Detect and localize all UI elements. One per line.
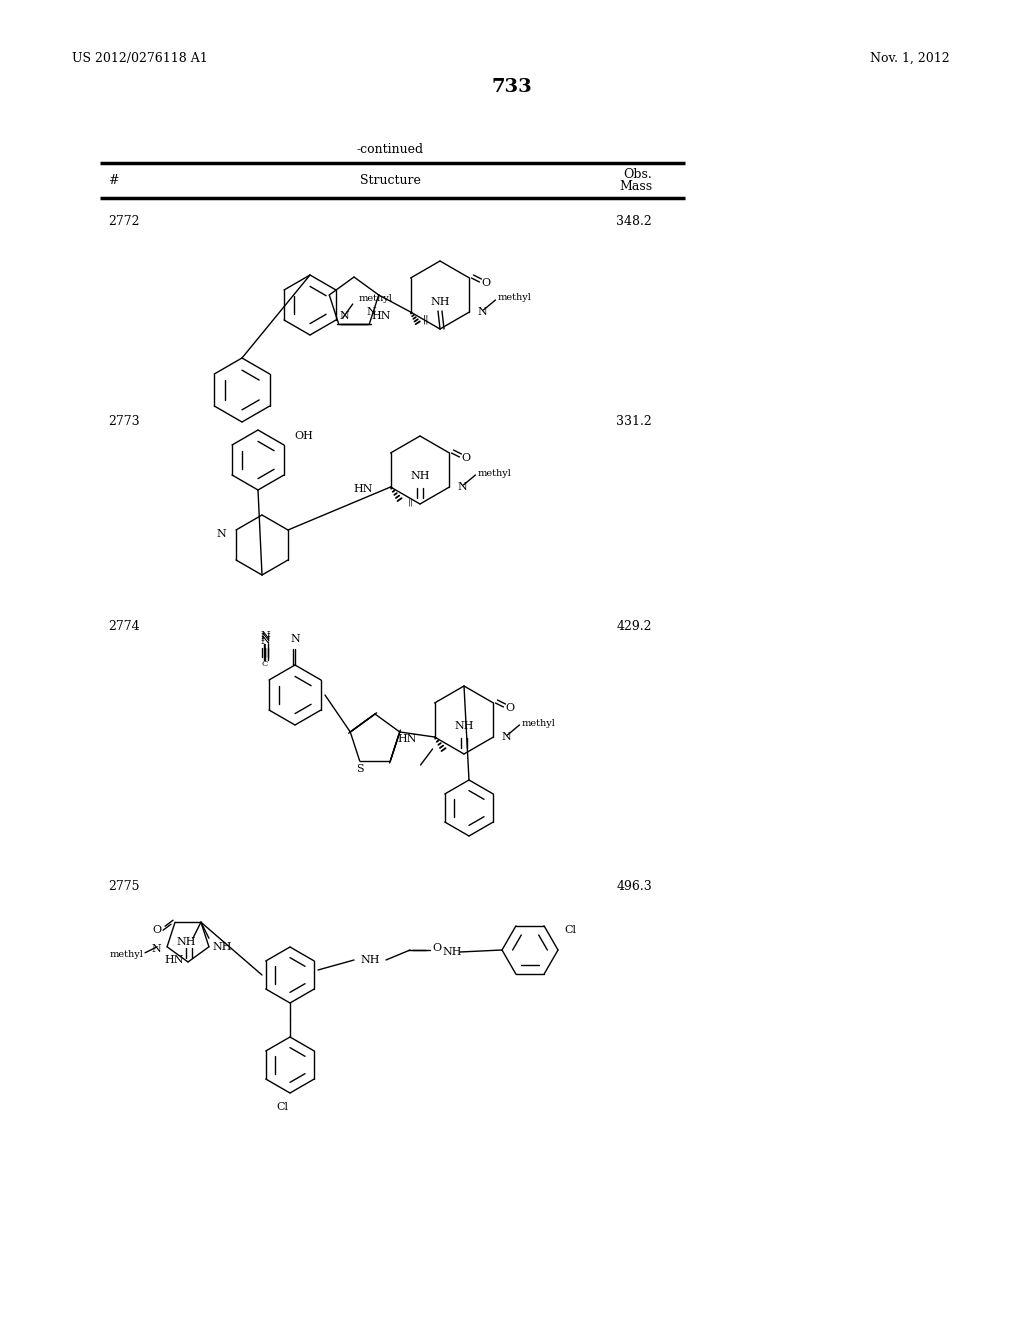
- Text: 496.3: 496.3: [616, 880, 652, 894]
- Text: 2775: 2775: [108, 880, 139, 894]
- Text: methyl: methyl: [498, 293, 531, 302]
- Text: 429.2: 429.2: [616, 620, 652, 634]
- Text: O: O: [506, 704, 515, 713]
- Text: N: N: [340, 312, 349, 321]
- Text: 2772: 2772: [108, 215, 139, 228]
- Text: N: N: [477, 308, 487, 317]
- Text: methyl: methyl: [110, 950, 143, 960]
- Text: NH: NH: [430, 297, 450, 308]
- Text: |: |: [263, 651, 266, 661]
- Text: Cl: Cl: [564, 925, 575, 935]
- Text: OH: OH: [294, 432, 313, 441]
- Text: HN: HN: [353, 484, 373, 494]
- Text: N: N: [216, 529, 226, 539]
- Text: NH: NH: [176, 937, 196, 946]
- Text: 733: 733: [492, 78, 532, 96]
- Text: S: S: [356, 764, 364, 774]
- Text: N: N: [367, 308, 376, 317]
- Text: O: O: [432, 942, 441, 953]
- Text: -continued: -continued: [356, 143, 424, 156]
- Text: O: O: [481, 279, 490, 288]
- Text: N: N: [260, 636, 270, 645]
- Text: Nov. 1, 2012: Nov. 1, 2012: [870, 51, 950, 65]
- Text: NH: NH: [213, 941, 232, 952]
- Text: N: N: [260, 634, 270, 643]
- Text: Cl: Cl: [276, 1102, 288, 1111]
- Text: NH: NH: [442, 946, 462, 957]
- Text: ||: ||: [408, 498, 414, 506]
- Text: ||: ||: [423, 315, 429, 325]
- Text: HN: HN: [371, 312, 390, 321]
- Text: N: N: [502, 733, 511, 742]
- Text: 348.2: 348.2: [616, 215, 652, 228]
- Text: methyl: methyl: [358, 293, 392, 302]
- Text: HN: HN: [164, 954, 183, 965]
- Text: Mass: Mass: [618, 180, 652, 193]
- Text: NH: NH: [360, 954, 380, 965]
- Text: N: N: [260, 631, 270, 642]
- Text: US 2012/0276118 A1: US 2012/0276118 A1: [72, 51, 208, 65]
- Text: #: #: [108, 174, 119, 187]
- Text: NH: NH: [455, 721, 474, 731]
- Text: O: O: [462, 453, 471, 463]
- Text: methyl: methyl: [477, 469, 511, 478]
- Text: Obs.: Obs.: [624, 168, 652, 181]
- Text: |: |: [263, 643, 266, 653]
- Text: C: C: [262, 660, 268, 668]
- Text: 2774: 2774: [108, 620, 139, 634]
- Text: N: N: [458, 482, 467, 492]
- Text: HN: HN: [397, 734, 417, 744]
- Text: 331.2: 331.2: [616, 414, 652, 428]
- Text: methyl: methyl: [521, 718, 555, 727]
- Text: O: O: [152, 925, 161, 935]
- Text: NH: NH: [411, 471, 430, 480]
- Text: N: N: [152, 944, 161, 954]
- Text: Structure: Structure: [359, 174, 421, 187]
- Text: 2773: 2773: [108, 414, 139, 428]
- Text: N: N: [290, 634, 300, 644]
